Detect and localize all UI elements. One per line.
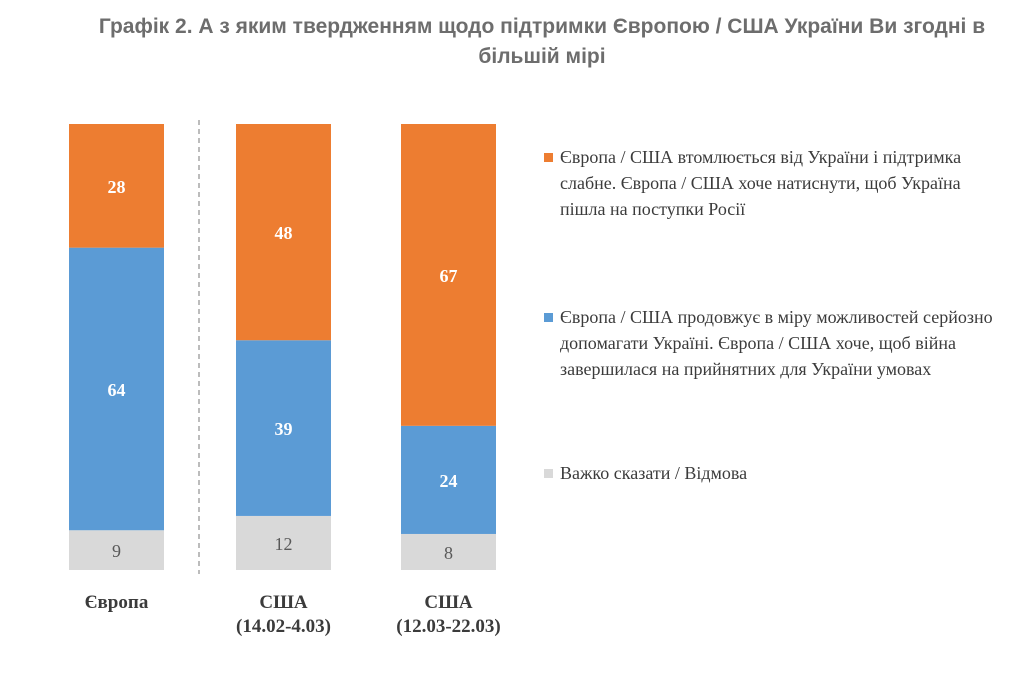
data-label-tired-3: 67 [440,266,458,286]
bar-segment-support-1 [69,247,164,531]
data-label-hard-to-say-2: 12 [275,534,293,554]
legend-label-hard-to-say: Важко сказати / Відмова [560,463,748,483]
legend-swatch-support [544,313,553,322]
legend-item-support: Європа / США продовжує в міру можливосте… [544,304,1004,382]
bar-segment-tired-3 [401,124,496,426]
legend-item-hard-to-say: Важко сказати / Відмова [544,460,1004,486]
bar-segment-support-3 [401,425,496,534]
bar-segment-hard-to-say-3 [401,533,496,570]
category-label-2-line-2: (14.02-4.03) [236,616,331,637]
bar-segment-tired-2 [236,124,331,341]
chart-title-line-2: більшій мірі [478,45,606,68]
bar-segment-support-2 [236,340,331,516]
data-label-hard-to-say-1: 9 [112,541,121,561]
legend-item-tired: Європа / США втомлюється від України і п… [544,144,1004,222]
chart-title: Графік 2. А з яким твердженням щодо підт… [60,12,1024,72]
bar-segment-hard-to-say-1 [69,530,164,570]
legend-label-support: Європа / США продовжує в міру можливосте… [560,307,993,379]
data-label-hard-to-say-3: 8 [444,543,453,563]
bar-segment-tired-1 [69,124,164,248]
category-label-3-line-2: (12.03-22.03) [396,616,500,637]
data-label-support-3: 24 [440,471,458,491]
category-label-2-line-1: США [259,592,308,613]
chart-title-line-1: Графік 2. А з яким твердженням щодо підт… [98,15,986,38]
category-label-1-line-1: Європа [85,592,149,613]
legend-swatch-tired [544,153,553,162]
data-label-tired-2: 48 [275,223,293,243]
legend-label-tired: Європа / США втомлюється від України і п… [560,147,962,219]
data-label-support-1: 64 [108,380,126,400]
data-label-support-2: 39 [275,419,293,439]
category-label-3-line-1: США [424,592,473,613]
legend-swatch-hard-to-say [544,469,553,478]
data-label-tired-1: 28 [108,177,126,197]
bar-segment-hard-to-say-2 [236,515,331,570]
